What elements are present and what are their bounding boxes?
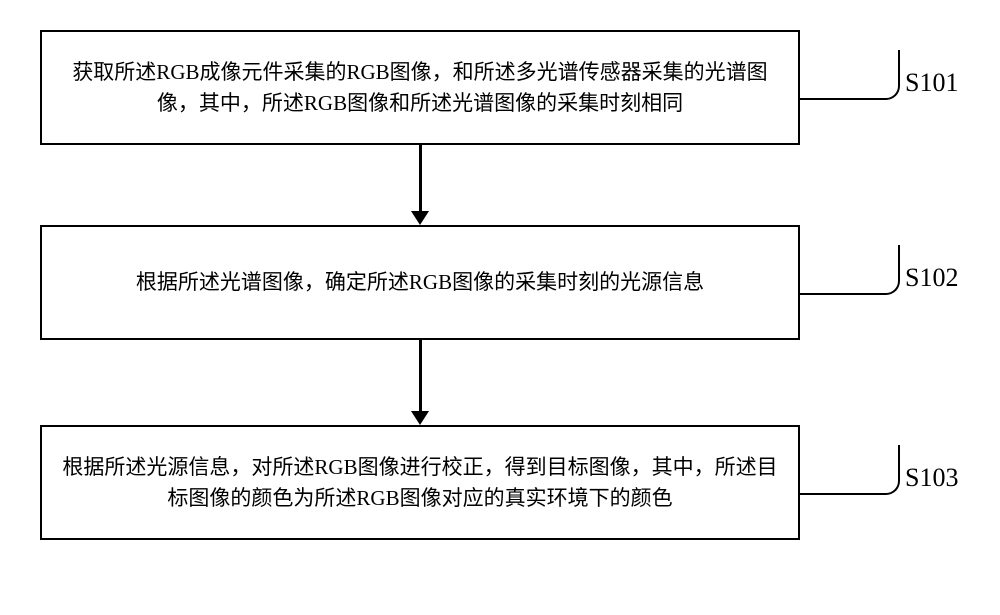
- arrow-line-2: [419, 340, 422, 411]
- step-connector-s102: [800, 245, 900, 295]
- flowchart-diagram: 获取所述RGB成像元件采集的RGB图像，和所述多光谱传感器采集的光谱图像，其中，…: [0, 0, 1000, 615]
- step-box-s103: 根据所述光源信息，对所述RGB图像进行校正，得到目标图像，其中，所述目标图像的颜…: [40, 425, 800, 540]
- step-text: 获取所述RGB成像元件采集的RGB图像，和所述多光谱传感器采集的光谱图像，其中，…: [58, 57, 782, 118]
- step-box-s102: 根据所述光谱图像，确定所述RGB图像的采集时刻的光源信息: [40, 225, 800, 340]
- step-text: 根据所述光谱图像，确定所述RGB图像的采集时刻的光源信息: [136, 267, 704, 297]
- step-connector-s103: [800, 445, 900, 495]
- step-connector-s101: [800, 50, 900, 100]
- arrow-head-icon: [411, 411, 429, 425]
- arrow-line-1: [419, 145, 422, 211]
- step-label-s103: S103: [905, 463, 958, 493]
- step-text: 根据所述光源信息，对所述RGB图像进行校正，得到目标图像，其中，所述目标图像的颜…: [58, 452, 782, 513]
- step-box-s101: 获取所述RGB成像元件采集的RGB图像，和所述多光谱传感器采集的光谱图像，其中，…: [40, 30, 800, 145]
- step-label-s101: S101: [905, 68, 958, 98]
- step-label-s102: S102: [905, 263, 958, 293]
- arrow-head-icon: [411, 211, 429, 225]
